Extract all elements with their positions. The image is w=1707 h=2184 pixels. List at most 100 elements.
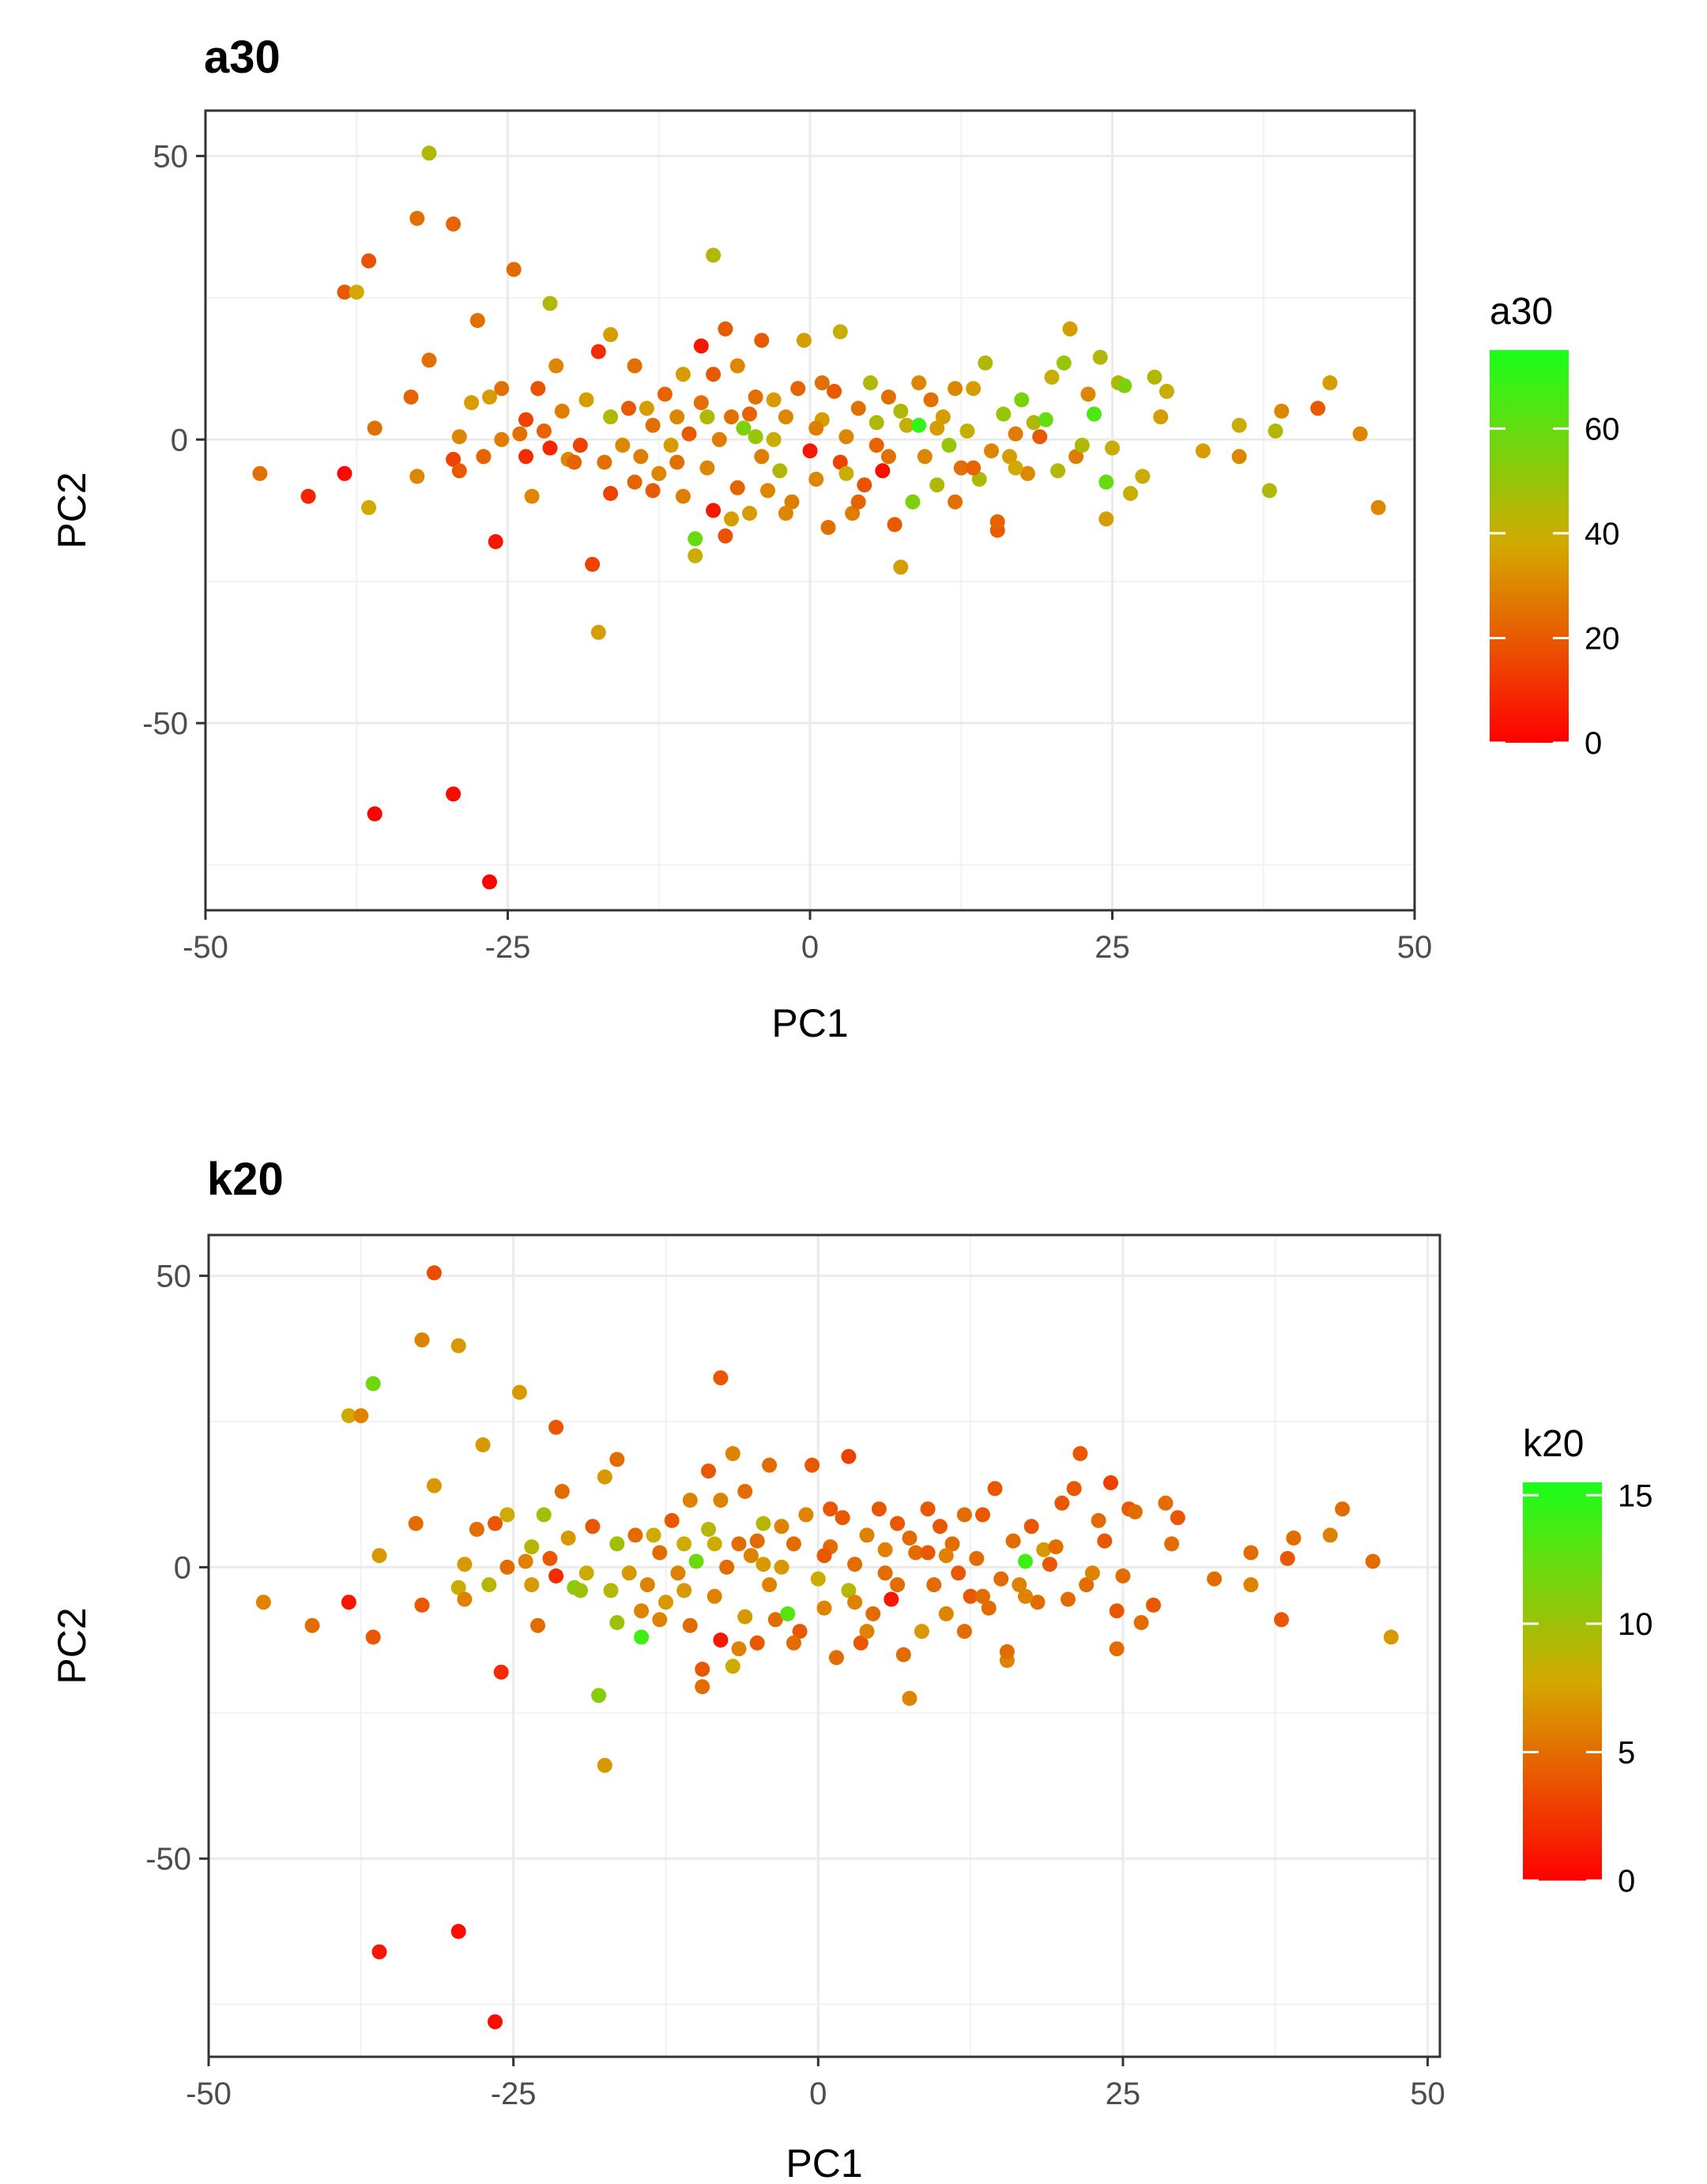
- data-point: [719, 1559, 735, 1575]
- data-point: [737, 1484, 753, 1499]
- data-point: [621, 401, 636, 416]
- data-point: [1068, 449, 1084, 465]
- data-point: [1231, 449, 1247, 465]
- data-point: [975, 1588, 990, 1604]
- data-point: [920, 1545, 936, 1561]
- data-point: [657, 386, 673, 402]
- data-point: [890, 1577, 906, 1593]
- legend: k20 0 5 10 15: [1523, 1423, 1653, 1899]
- data-point: [494, 431, 510, 447]
- data-point: [1117, 378, 1132, 393]
- data-point: [403, 390, 419, 405]
- data-point: [603, 1583, 619, 1598]
- data-point: [688, 548, 703, 563]
- data-point: [718, 528, 733, 544]
- data-point: [850, 401, 866, 416]
- data-point: [252, 465, 268, 481]
- data-point: [1274, 403, 1290, 419]
- data-point: [772, 463, 788, 479]
- data-point: [859, 1624, 875, 1640]
- data-point: [820, 520, 836, 535]
- data-point: [1050, 463, 1066, 479]
- data-point: [1147, 369, 1162, 385]
- data-point: [408, 1516, 424, 1531]
- data-point: [778, 506, 793, 522]
- data-point: [1048, 1539, 1064, 1555]
- data-point: [798, 1507, 814, 1523]
- data-point: [742, 406, 757, 422]
- data-point: [832, 454, 848, 470]
- data-point: [731, 1641, 747, 1657]
- data-point: [933, 1519, 948, 1534]
- data-point: [572, 438, 588, 453]
- data-point: [682, 1617, 698, 1633]
- data-point: [1286, 1531, 1302, 1546]
- data-point: [850, 494, 866, 510]
- data-point: [1098, 511, 1114, 527]
- chart-panel-1: a30 -50 -25 0 25 50 -50 0 50 PC1 PC2 a30 0 20 40 60: [50, 32, 1620, 1045]
- data-point: [884, 1591, 899, 1607]
- data-point: [524, 1577, 540, 1593]
- data-point: [457, 1591, 473, 1607]
- data-point: [548, 1568, 564, 1583]
- data-point: [987, 1481, 1003, 1497]
- data-point: [341, 1595, 356, 1610]
- data-point: [1207, 1571, 1223, 1587]
- data-point: [658, 1595, 673, 1610]
- data-point: [784, 494, 800, 510]
- data-point: [371, 1548, 387, 1564]
- legend-tick-label: 0: [1618, 1864, 1635, 1899]
- data-point: [578, 392, 594, 408]
- data-point: [847, 1557, 863, 1572]
- data-point: [1032, 429, 1048, 445]
- data-point: [880, 390, 896, 405]
- data-point: [1074, 438, 1090, 453]
- data-point: [762, 1577, 778, 1593]
- chart-title: k20: [207, 1154, 284, 1205]
- data-point: [675, 488, 691, 504]
- data-point: [469, 313, 485, 329]
- data-point: [634, 1629, 650, 1645]
- data-point: [956, 1507, 972, 1523]
- data-point: [1352, 426, 1368, 442]
- data-point: [1170, 1510, 1185, 1526]
- data-point: [414, 1597, 430, 1613]
- data-point: [609, 1536, 625, 1552]
- data-point: [675, 367, 691, 382]
- data-point: [713, 1632, 729, 1648]
- data-point: [542, 1550, 558, 1566]
- data-point: [838, 465, 854, 481]
- data-point: [361, 499, 377, 515]
- data-point: [1005, 1533, 1021, 1549]
- data-point: [971, 472, 987, 487]
- data-point: [1268, 424, 1283, 439]
- data-point: [542, 440, 558, 456]
- data-point: [737, 1609, 753, 1625]
- data-point: [426, 1265, 442, 1281]
- legend-tick-label: 15: [1618, 1478, 1653, 1513]
- data-point: [929, 477, 945, 493]
- data-point: [869, 438, 884, 453]
- legend-tick-label: 10: [1618, 1607, 1653, 1642]
- data-point: [914, 1624, 929, 1640]
- data-point: [724, 511, 739, 527]
- data-point: [749, 1635, 765, 1651]
- data-point: [493, 1664, 509, 1680]
- data-point: [1310, 401, 1326, 416]
- data-point: [774, 1559, 789, 1575]
- data-point: [371, 1944, 387, 1960]
- data-point: [857, 477, 872, 493]
- data-point: [676, 1536, 692, 1552]
- data-point: [1109, 1641, 1125, 1657]
- data-point: [652, 1612, 668, 1628]
- data-point: [893, 403, 909, 419]
- data-point: [524, 1539, 540, 1555]
- data-point: [450, 1338, 466, 1354]
- data-point: [911, 375, 927, 390]
- data-point: [978, 355, 993, 371]
- data-point: [530, 1617, 545, 1633]
- data-point: [1014, 392, 1030, 408]
- x-axis-title: PC1: [786, 2141, 862, 2184]
- data-point: [591, 1688, 607, 1704]
